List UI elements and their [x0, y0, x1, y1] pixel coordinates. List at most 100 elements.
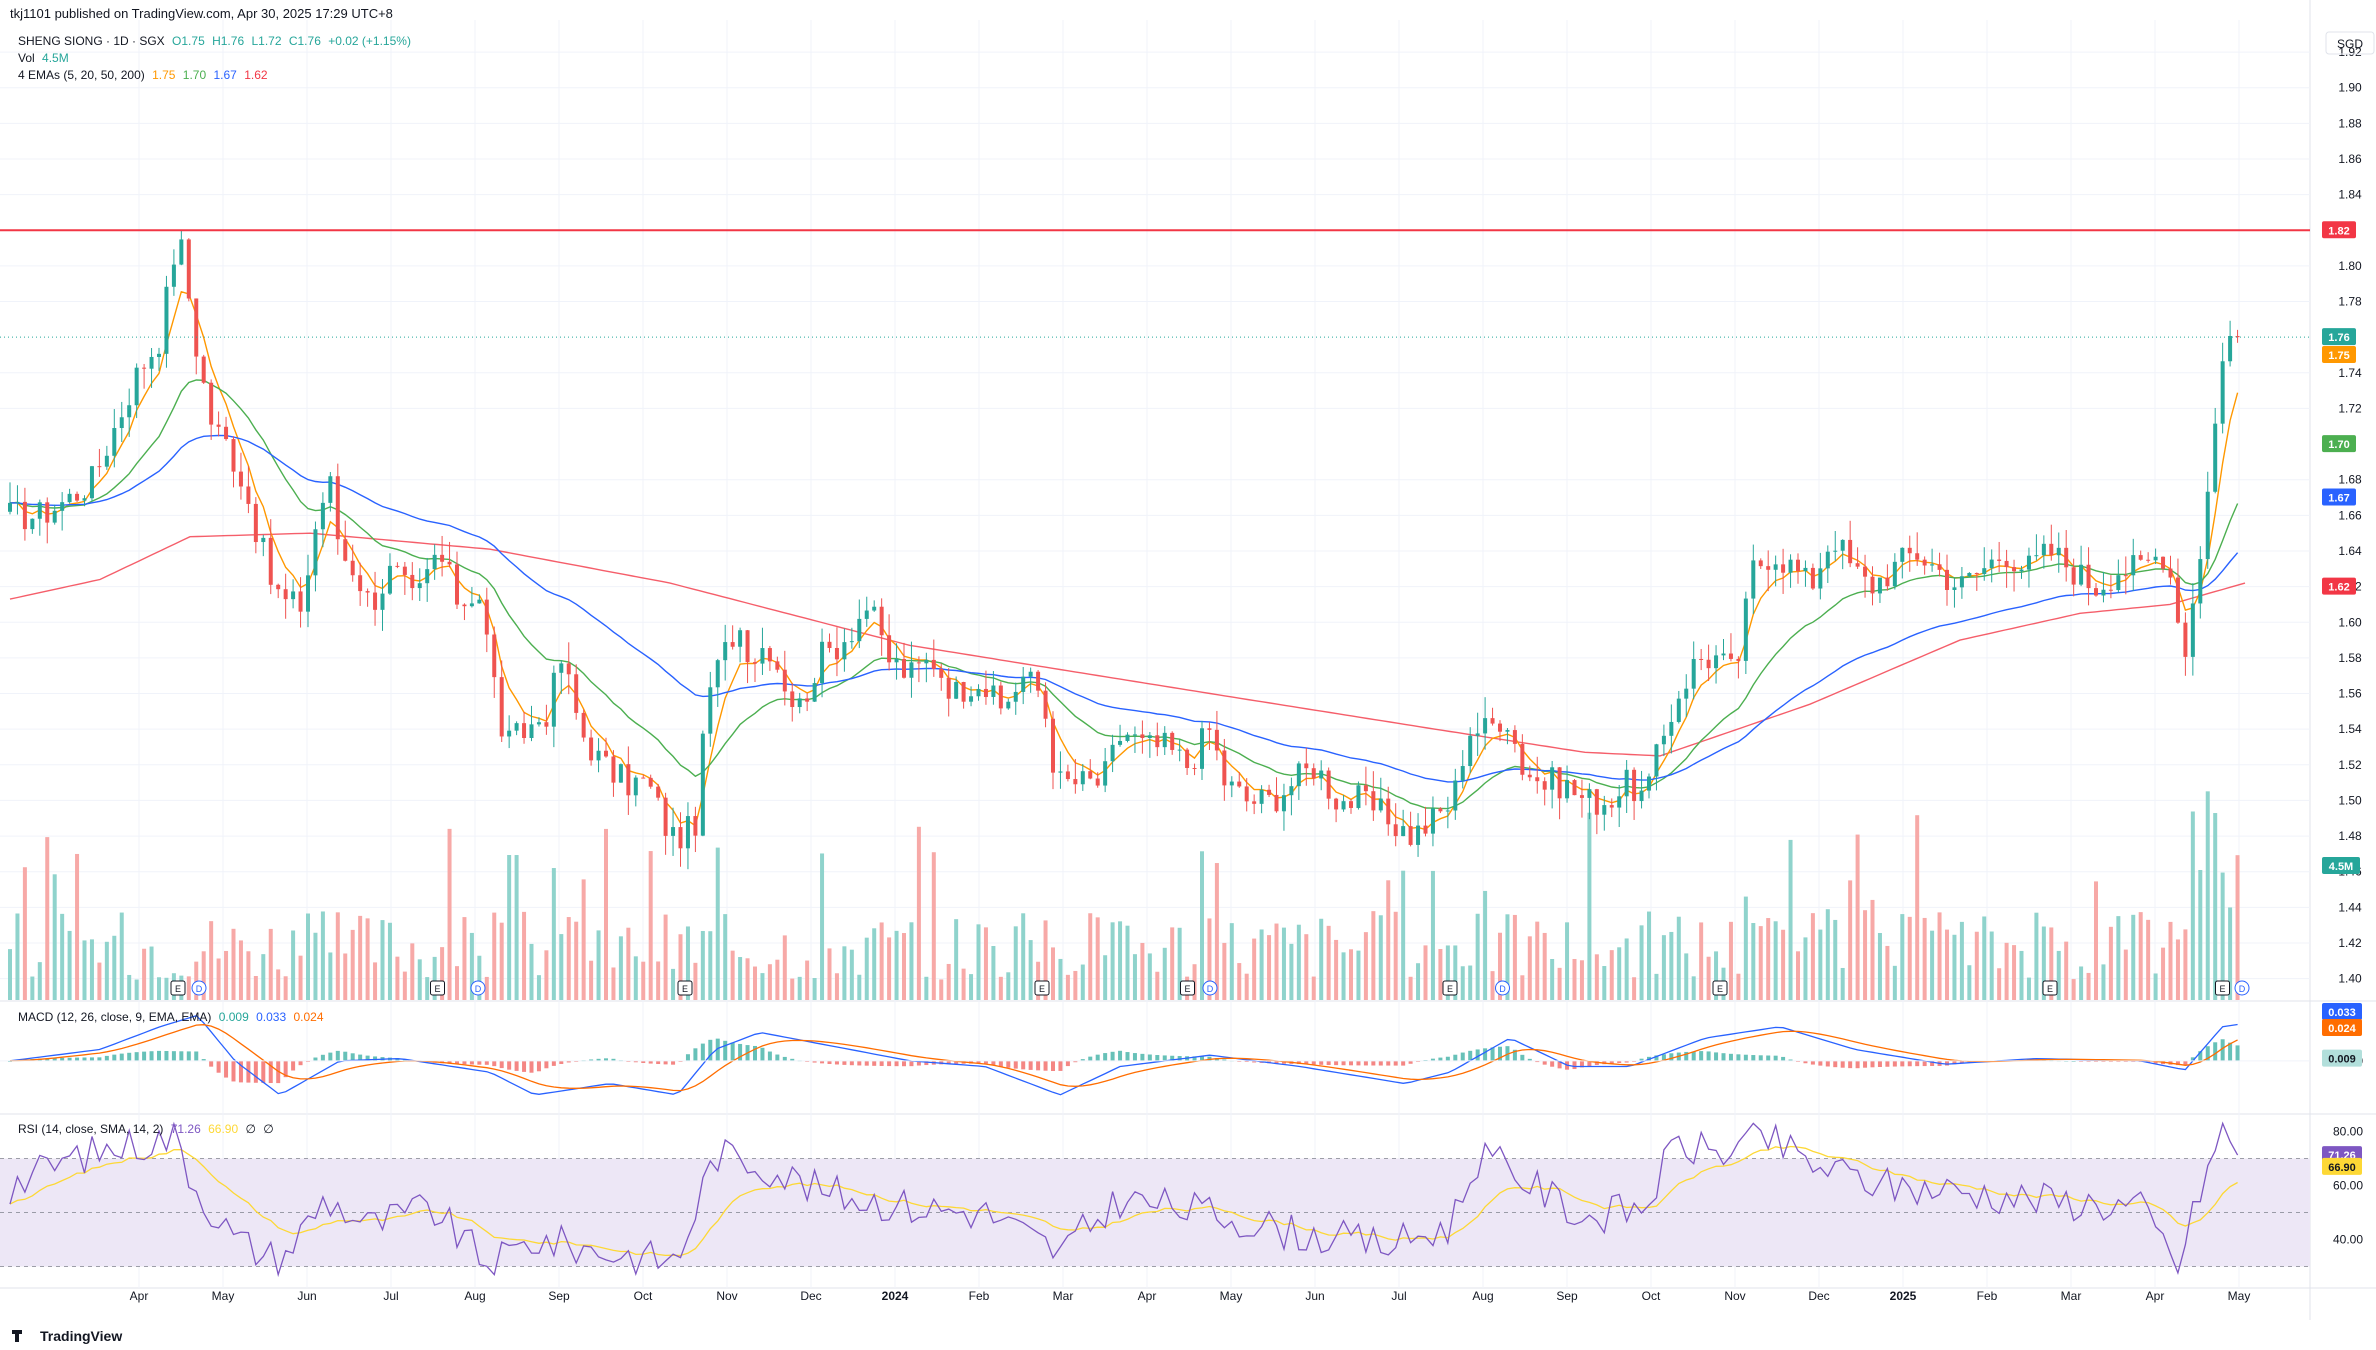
macd-histogram-bar: [1520, 1054, 1525, 1061]
candle-body: [1371, 791, 1376, 811]
candle-body: [89, 466, 94, 499]
volume-bar: [1393, 911, 1398, 1000]
volume-bar: [1818, 929, 1823, 1000]
macd-histogram-bar: [1378, 1060, 1383, 1066]
macd-histogram-bar: [1319, 1060, 1324, 1065]
volume-bar: [760, 973, 765, 1000]
macd-histogram-bar: [238, 1060, 243, 1083]
macd-histogram-bar: [983, 1060, 988, 1064]
macd-value-text: 0.024: [2328, 1023, 2356, 1035]
candle-body: [969, 696, 974, 702]
volume-bar: [2213, 813, 2218, 1000]
candle-body: [2190, 603, 2195, 657]
volume-bar: [1617, 947, 1622, 1000]
volume-bar: [1870, 899, 1875, 1000]
volume-bar: [194, 961, 199, 1000]
candle-body: [201, 356, 206, 383]
symbol-legend[interactable]: SHENG SIONG · 1D · SGX O1.75 H1.76 L1.72…: [18, 34, 415, 48]
candle-body: [268, 537, 273, 585]
candle-body: [1624, 769, 1629, 797]
volume-bar: [1743, 896, 1748, 1000]
volume-legend[interactable]: Vol 4.5M: [18, 51, 73, 65]
candle-body: [1721, 653, 1726, 656]
time-tick-label: Oct: [634, 1289, 653, 1303]
price-tick-label: 1.58: [2338, 651, 2362, 665]
time-tick-label: Sep: [1556, 1289, 1578, 1303]
volume-bar: [1699, 922, 1704, 1000]
candle-body: [902, 659, 906, 678]
volume-label-box: [2322, 857, 2360, 874]
price-tick-label: 1.74: [2338, 366, 2362, 380]
volume-bar: [745, 958, 750, 1000]
macd-legend[interactable]: MACD (12, 26, close, 9, EMA, EMA) 0.009 …: [18, 1010, 328, 1024]
macd-histogram-bar: [514, 1060, 519, 1071]
candle-body: [1796, 559, 1800, 572]
candle-body: [1542, 781, 1547, 790]
candle-body: [1617, 796, 1622, 808]
volume-bar: [909, 922, 914, 1000]
candle-body: [656, 786, 661, 798]
rsi-label: RSI (14, close, SMA, 14, 2): [18, 1122, 164, 1136]
macd-histogram-bar: [1200, 1056, 1204, 1061]
candle-body: [559, 663, 564, 673]
macd-histogram-bar: [1892, 1060, 1897, 1067]
candle-body: [507, 730, 512, 737]
candle-body: [715, 660, 720, 688]
candle-body: [2079, 564, 2084, 585]
earnings-marker-label: E: [2047, 984, 2053, 994]
ema-legend[interactable]: 4 EMAs (5, 20, 50, 200) 1.75 1.70 1.67 1…: [18, 68, 272, 82]
time-tick-label: May: [212, 1289, 235, 1303]
macd-histogram-bar: [1401, 1060, 1406, 1066]
macd-histogram-bar: [1162, 1055, 1167, 1061]
macd-histogram-bar: [946, 1060, 951, 1065]
macd-histogram-bar: [1751, 1055, 1756, 1061]
candle-body: [1982, 568, 1987, 575]
candle-body: [1319, 770, 1324, 779]
volume-bar: [872, 928, 877, 1000]
candle-body: [916, 662, 921, 664]
tradingview-logo[interactable]: TradingView: [12, 1328, 122, 1344]
earnings-marker-label: E: [175, 984, 181, 994]
candle-body: [387, 565, 392, 594]
macd-histogram-bar: [283, 1060, 288, 1078]
candle-body: [1408, 826, 1413, 845]
symbol-label: SHENG SIONG · 1D · SGX: [18, 34, 165, 48]
candle-body: [1833, 550, 1838, 552]
volume-bar: [499, 922, 504, 1000]
volume-bar: [82, 940, 87, 1000]
volume-bar: [1788, 839, 1793, 1000]
macd-histogram-bar: [320, 1054, 325, 1061]
candle-body: [492, 634, 497, 678]
currency-label: SGD: [2337, 37, 2363, 51]
volume-bar: [805, 960, 810, 1000]
volume-bar: [887, 937, 892, 1000]
candle-body: [477, 599, 482, 604]
volume-bar: [656, 961, 661, 1000]
macd-histogram-bar: [2205, 1046, 2210, 1061]
grid-lines: [0, 0, 2376, 1320]
ema5-value: 1.75: [152, 68, 176, 82]
volume-bar: [1073, 970, 1078, 1000]
price-label-text: 1.70: [2328, 439, 2349, 451]
macd-histogram-bar: [1222, 1059, 1227, 1061]
time-tick-label: Jun: [1305, 1289, 1324, 1303]
volume-bar: [1810, 913, 1815, 1000]
volume-bar: [224, 950, 229, 1000]
dividend-marker-label: D: [2239, 984, 2246, 994]
macd-histogram-bar: [45, 1058, 50, 1061]
rsi-legend[interactable]: RSI (14, close, SMA, 14, 2) 71.26 66.90 …: [18, 1122, 278, 1136]
volume-bar: [2064, 941, 2069, 1000]
candle-body: [1110, 744, 1115, 762]
candle-body: [1803, 567, 1808, 572]
price-tick-label: 1.64: [2338, 544, 2362, 558]
macd-histogram-bar: [343, 1051, 348, 1061]
volume-bar: [1557, 967, 1562, 1000]
candle-body: [425, 569, 430, 584]
macd-histogram-bar: [1587, 1060, 1592, 1067]
volume-bar: [97, 962, 102, 1000]
volume-bar: [1624, 938, 1629, 1000]
ema200-value: 1.62: [244, 68, 268, 82]
resistance-line[interactable]: [0, 229, 2310, 338]
volume-bar: [961, 968, 966, 1000]
